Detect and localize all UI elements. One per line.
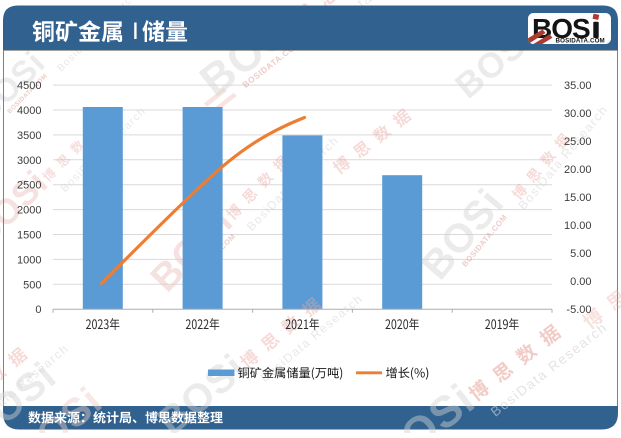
svg-text:10.00: 10.00 — [564, 220, 592, 232]
svg-text:0.00: 0.00 — [570, 276, 591, 288]
svg-text:35.00: 35.00 — [564, 80, 592, 92]
svg-text:4000: 4000 — [17, 105, 41, 117]
svg-text:4500: 4500 — [17, 80, 41, 92]
svg-text:0: 0 — [35, 304, 41, 316]
svg-text:BOSIDATA.COM: BOSIDATA.COM — [556, 38, 605, 45]
svg-text:2500: 2500 — [17, 180, 41, 192]
svg-text:-5.00: -5.00 — [566, 304, 591, 316]
svg-text:30.00: 30.00 — [564, 108, 592, 120]
svg-text:BOS: BOS — [532, 13, 590, 44]
svg-text:5.00: 5.00 — [570, 248, 591, 260]
svg-text:500: 500 — [23, 279, 41, 291]
svg-text:20.00: 20.00 — [564, 164, 592, 176]
svg-text:25.00: 25.00 — [564, 136, 592, 148]
svg-text:3500: 3500 — [17, 130, 41, 142]
svg-text:1500: 1500 — [17, 230, 41, 242]
svg-text:15.00: 15.00 — [564, 192, 592, 204]
svg-text:2000: 2000 — [17, 205, 41, 217]
svg-text:3000: 3000 — [17, 155, 41, 167]
svg-text:1000: 1000 — [17, 254, 41, 266]
